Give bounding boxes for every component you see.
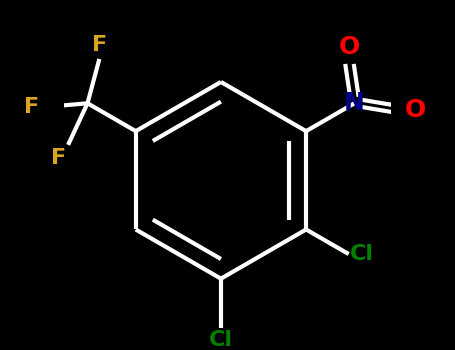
Text: F: F [24,97,39,117]
Text: Cl: Cl [209,330,233,350]
Text: F: F [92,35,107,55]
Text: F: F [51,148,66,168]
Text: O: O [339,35,360,59]
Text: Cl: Cl [350,244,374,264]
Text: N: N [344,91,365,115]
Text: O: O [405,98,426,122]
